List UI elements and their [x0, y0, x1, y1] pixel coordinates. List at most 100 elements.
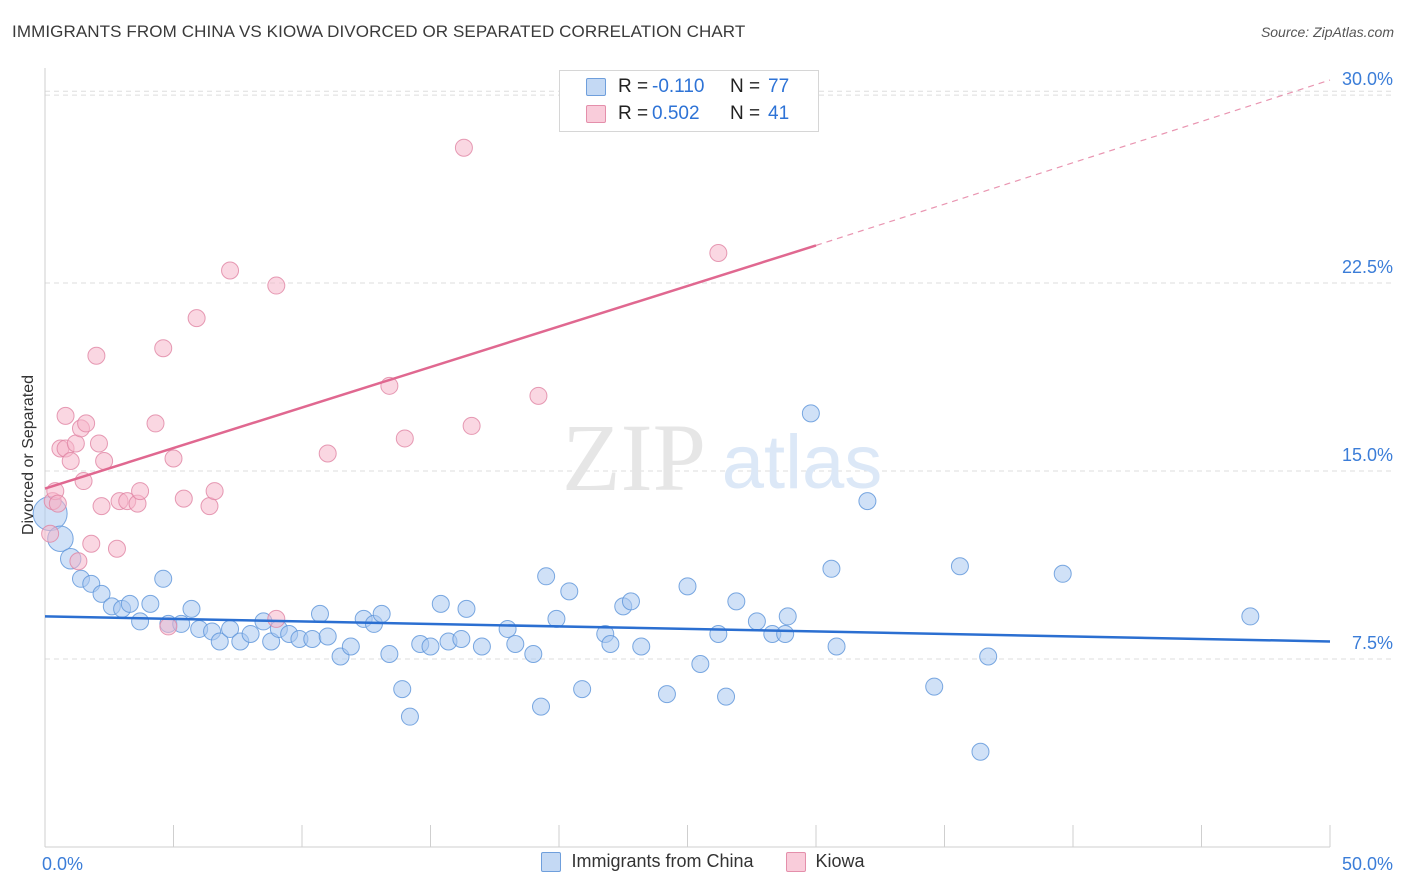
- point-china: [601, 634, 620, 653]
- point-china: [131, 612, 150, 631]
- point-kiowa: [82, 534, 101, 553]
- point-china: [210, 632, 229, 651]
- point-china: [154, 569, 173, 588]
- point-china: [472, 637, 491, 656]
- trend-lines: [44, 79, 1331, 643]
- point-china: [657, 685, 676, 704]
- point-kiowa: [131, 482, 150, 501]
- point-kiowa: [41, 524, 60, 543]
- point-kiowa: [174, 489, 193, 508]
- point-china: [1053, 564, 1072, 583]
- watermark-atlas: atlas: [722, 420, 883, 505]
- point-china: [303, 629, 322, 648]
- point-china: [747, 612, 766, 631]
- legend-r-label: R =: [618, 76, 649, 97]
- point-kiowa: [267, 276, 286, 295]
- point-china: [709, 624, 728, 643]
- grid-lines: [45, 90, 1392, 660]
- point-china: [717, 687, 736, 706]
- point-china: [92, 584, 111, 603]
- point-china: [621, 592, 640, 611]
- point-china: [691, 655, 710, 674]
- point-china: [925, 677, 944, 696]
- point-china: [431, 594, 450, 613]
- point-china: [1241, 607, 1260, 626]
- point-kiowa: [66, 434, 85, 453]
- point-kiowa: [48, 494, 67, 513]
- point-china: [120, 594, 139, 613]
- point-kiowa: [221, 261, 240, 280]
- point-kiowa: [56, 406, 75, 425]
- legend-n-label: N =: [730, 76, 761, 97]
- legend-swatch-pink: [586, 105, 606, 123]
- y-tick-label: 7.5%: [1352, 633, 1393, 653]
- legend-n-value: 41: [768, 103, 790, 124]
- data-points: [32, 138, 1260, 761]
- point-china: [141, 594, 160, 613]
- point-china: [241, 624, 260, 643]
- x-tick-label: 0.0%: [42, 854, 83, 874]
- point-kiowa: [187, 309, 206, 328]
- point-kiowa: [200, 497, 219, 516]
- legend-r-label: R =: [618, 103, 649, 124]
- point-china: [950, 557, 969, 576]
- point-kiowa: [154, 339, 173, 358]
- point-china: [372, 604, 391, 623]
- point-china: [318, 627, 337, 646]
- legend-label: Kiowa: [815, 851, 865, 871]
- legend-row-kiowa: R = 0.502 N = 41: [586, 102, 789, 126]
- point-kiowa: [462, 416, 481, 435]
- series-legend: Immigrants from China Kiowa: [0, 851, 1406, 872]
- point-china: [182, 599, 201, 618]
- point-china: [979, 647, 998, 666]
- x-tick-label: 50.0%: [1342, 854, 1393, 874]
- axes: [44, 68, 1331, 848]
- point-china: [827, 637, 846, 656]
- legend-row-china: R = -0.110 N = 77: [586, 75, 789, 99]
- legend-swatch-pink: [785, 851, 806, 872]
- point-kiowa: [61, 452, 80, 471]
- point-china: [498, 619, 517, 638]
- legend-r-value: -0.110: [652, 76, 705, 97]
- legend-item-china[interactable]: Immigrants from China: [541, 851, 754, 872]
- point-china: [380, 645, 399, 664]
- point-kiowa: [146, 414, 165, 433]
- point-china: [776, 624, 795, 643]
- point-china: [400, 707, 419, 726]
- point-kiowa: [318, 444, 337, 463]
- watermark-zip: ZIP: [562, 404, 706, 511]
- point-kiowa: [529, 386, 548, 405]
- point-china: [778, 607, 797, 626]
- point-china: [341, 637, 360, 656]
- point-kiowa: [89, 434, 108, 453]
- legend-swatch-blue: [586, 78, 606, 96]
- point-china: [506, 634, 525, 653]
- point-kiowa: [107, 539, 126, 558]
- point-china: [632, 637, 651, 656]
- point-china: [457, 599, 476, 618]
- point-china: [532, 697, 551, 716]
- y-tick-label: 22.5%: [1342, 257, 1393, 277]
- trend-line-kiowa: [44, 244, 817, 490]
- point-kiowa: [267, 609, 286, 628]
- point-china: [452, 629, 471, 648]
- y-axis-title: Divorced or Separated: [20, 375, 37, 535]
- stats-legend: R = -0.110 N = 77 R = 0.502 N = 41: [559, 70, 819, 132]
- trend-line-china: [44, 615, 1331, 643]
- y-tick-label: 15.0%: [1342, 445, 1393, 465]
- point-kiowa: [159, 617, 178, 636]
- tick-labels: 7.5% 15.0% 22.5% 30.0% 0.0% 50.0%: [42, 69, 1393, 874]
- point-kiowa: [87, 346, 106, 365]
- legend-item-kiowa[interactable]: Kiowa: [785, 851, 865, 872]
- legend-label: Immigrants from China: [571, 851, 754, 871]
- legend-r-value: 0.502: [652, 103, 700, 124]
- y-tick-label: 30.0%: [1342, 69, 1393, 89]
- point-china: [801, 404, 820, 423]
- legend-swatch-blue: [541, 851, 562, 872]
- source-credit: Source: ZipAtlas.com: [1260, 24, 1394, 40]
- point-china: [971, 742, 990, 761]
- point-kiowa: [69, 552, 88, 571]
- point-kiowa: [454, 138, 473, 157]
- point-china: [858, 492, 877, 511]
